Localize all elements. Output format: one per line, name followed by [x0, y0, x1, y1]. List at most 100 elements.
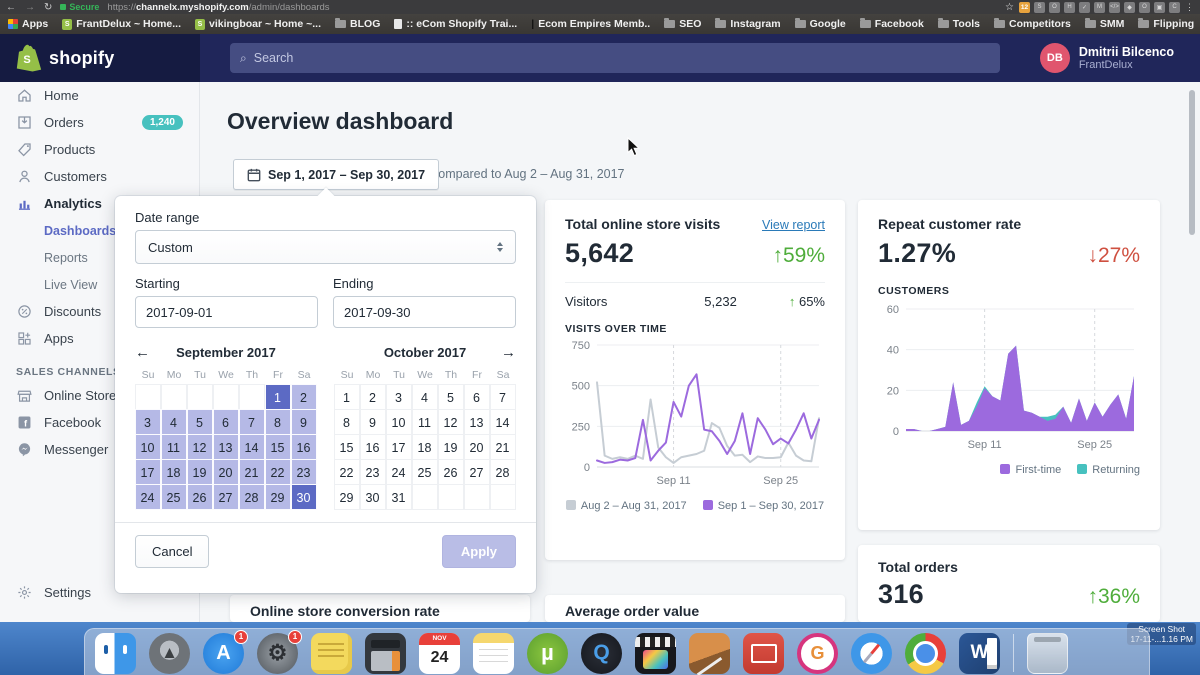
calendar-day[interactable]: 1 — [333, 383, 360, 410]
dock-trash-icon[interactable] — [1027, 632, 1068, 674]
dock-finalcut-icon[interactable] — [635, 632, 676, 674]
browser-menu-icon[interactable]: ⋮ — [1185, 1, 1194, 12]
scrollbar[interactable] — [1189, 90, 1195, 235]
calendar-day[interactable]: 6 — [463, 383, 490, 410]
calendar-day[interactable]: 24 — [134, 483, 161, 510]
bookmark-item[interactable]: | Ecom Empires Memb.. — [531, 18, 651, 30]
calendar-day[interactable]: 23 — [290, 458, 317, 485]
dock-word-icon[interactable]: W — [959, 632, 1000, 674]
browser-extension-icon[interactable]: </> — [1109, 1, 1120, 13]
bookmark-folder[interactable]: Competitors — [994, 18, 1071, 30]
calendar-day[interactable]: 28 — [238, 483, 265, 510]
calendar-day[interactable]: 6 — [212, 408, 239, 435]
sidebar-item-dashboards[interactable]: Dashboards — [44, 223, 117, 238]
browser-extension-icon[interactable]: M — [1094, 1, 1105, 13]
calendar-day[interactable]: 18 — [160, 458, 187, 485]
cancel-button[interactable]: Cancel — [135, 535, 210, 568]
dock-quicktime-icon[interactable]: Q — [581, 632, 622, 674]
calendar-day[interactable]: 4 — [411, 383, 438, 410]
bookmark-folder[interactable]: SMM — [1084, 18, 1124, 30]
calendar-day[interactable]: 13 — [463, 408, 490, 435]
calendar-day[interactable]: 26 — [437, 458, 464, 485]
sidebar-item-reports[interactable]: Reports — [44, 250, 88, 265]
bookmark-folder[interactable]: Flipping — [1138, 18, 1194, 30]
browser-extension-icon[interactable]: O — [1049, 1, 1060, 13]
calendar-day[interactable]: 4 — [160, 408, 187, 435]
calendar-day[interactable]: 17 — [385, 433, 412, 460]
dock-safari-icon[interactable] — [851, 632, 892, 674]
calendar-day[interactable]: 13 — [212, 433, 239, 460]
reload-icon[interactable]: ↻ — [44, 1, 53, 13]
ending-input[interactable] — [333, 296, 516, 328]
dock-calc-icon[interactable] — [365, 632, 406, 674]
sidebar-item-customers[interactable]: Customers — [0, 163, 199, 190]
sidebar-item-analytics[interactable]: Analytics — [0, 190, 199, 217]
calendar-day[interactable]: 12 — [437, 408, 464, 435]
calendar-day[interactable]: 5 — [437, 383, 464, 410]
sidebar-item-facebook[interactable]: f Facebook — [0, 409, 199, 436]
calendar-day[interactable]: 5 — [186, 408, 213, 435]
calendar-day[interactable]: 24 — [385, 458, 412, 485]
calendar-day[interactable]: 30 — [290, 483, 317, 510]
calendar-day[interactable]: 20 — [463, 433, 490, 460]
view-report-link[interactable]: View report — [762, 218, 825, 232]
calendar-day[interactable]: 9 — [359, 408, 386, 435]
browser-extension-icon[interactable]: ✓ — [1079, 1, 1090, 13]
dock-launchpad-icon[interactable]: ▲ — [149, 632, 190, 674]
dock-calendar-icon[interactable]: NOV 24 — [419, 632, 460, 674]
calendar-day[interactable]: 7 — [238, 408, 265, 435]
bookmark-star-icon[interactable]: ☆ — [1005, 1, 1014, 13]
browser-extension-icon[interactable]: ▣ — [1154, 1, 1165, 13]
sidebar-item-discounts[interactable]: Discounts — [0, 298, 199, 325]
calendar-day[interactable]: 15 — [333, 433, 360, 460]
sidebar-item-settings[interactable]: Settings — [0, 579, 199, 606]
calendar-day[interactable]: 7 — [489, 383, 516, 410]
calendar-day[interactable]: 8 — [333, 408, 360, 435]
calendar-day[interactable]: 21 — [489, 433, 516, 460]
date-range-button[interactable]: Sep 1, 2017 – Sep 30, 2017 — [233, 159, 440, 190]
calendar-day[interactable]: 27 — [463, 458, 490, 485]
calendar-day[interactable]: 2 — [290, 383, 317, 410]
dock-gramblr-icon[interactable]: G — [797, 632, 838, 674]
dock-preview-icon[interactable] — [689, 632, 730, 674]
starting-input[interactable] — [135, 296, 318, 328]
bookmark-folder[interactable]: BLOG — [335, 18, 380, 30]
dock-notes-icon[interactable] — [473, 632, 514, 674]
url-bar[interactable]: https://channelx.myshopify.com/admin/das… — [107, 1, 330, 13]
calendar-day[interactable]: 8 — [264, 408, 291, 435]
bookmark-item[interactable]: S FrantDelux ~ Home... — [62, 18, 181, 30]
calendar-day[interactable]: 23 — [359, 458, 386, 485]
sidebar-item-orders[interactable]: Orders 1,240 — [0, 109, 199, 136]
user-menu[interactable]: DB Dmitrii Bilcenco FrantDelux — [1039, 43, 1200, 73]
dock-sysprefs-icon[interactable]: ⚙ 1 — [257, 629, 302, 674]
bookmark-folder[interactable]: SEO — [664, 18, 701, 30]
calendar-day[interactable]: 27 — [212, 483, 239, 510]
bookmark-folder[interactable]: Facebook — [859, 18, 924, 30]
bookmark-folder[interactable]: Instagram — [715, 18, 781, 30]
calendar-day[interactable]: 2 — [359, 383, 386, 410]
calendar-day[interactable]: 30 — [359, 483, 386, 510]
next-month-icon[interactable]: → — [501, 343, 516, 361]
calendar-day[interactable]: 31 — [385, 483, 412, 510]
calendar-day[interactable]: 16 — [290, 433, 317, 460]
calendar-day[interactable]: 22 — [333, 458, 360, 485]
bookmark-folder[interactable]: Tools — [937, 18, 980, 30]
back-icon[interactable]: ← — [6, 1, 16, 13]
dock-stickies-icon[interactable] — [311, 632, 352, 674]
calendar-day[interactable]: 25 — [160, 483, 187, 510]
calendar-day[interactable]: 29 — [264, 483, 291, 510]
calendar-day[interactable]: 25 — [411, 458, 438, 485]
calendar-day[interactable]: 22 — [264, 458, 291, 485]
calendar-day[interactable]: 21 — [238, 458, 265, 485]
calendar-day[interactable]: 17 — [134, 458, 161, 485]
calendar-day[interactable]: 11 — [411, 408, 438, 435]
sidebar-item-apps[interactable]: Apps — [0, 325, 199, 352]
calendar-day[interactable]: 12 — [186, 433, 213, 460]
dock-rdp-icon[interactable] — [743, 632, 784, 674]
forward-icon[interactable]: → — [25, 1, 35, 13]
calendar-day[interactable]: 14 — [489, 408, 516, 435]
bookmark-item[interactable]: Apps — [8, 18, 48, 30]
dock-utorrent-icon[interactable]: µ — [527, 632, 568, 674]
